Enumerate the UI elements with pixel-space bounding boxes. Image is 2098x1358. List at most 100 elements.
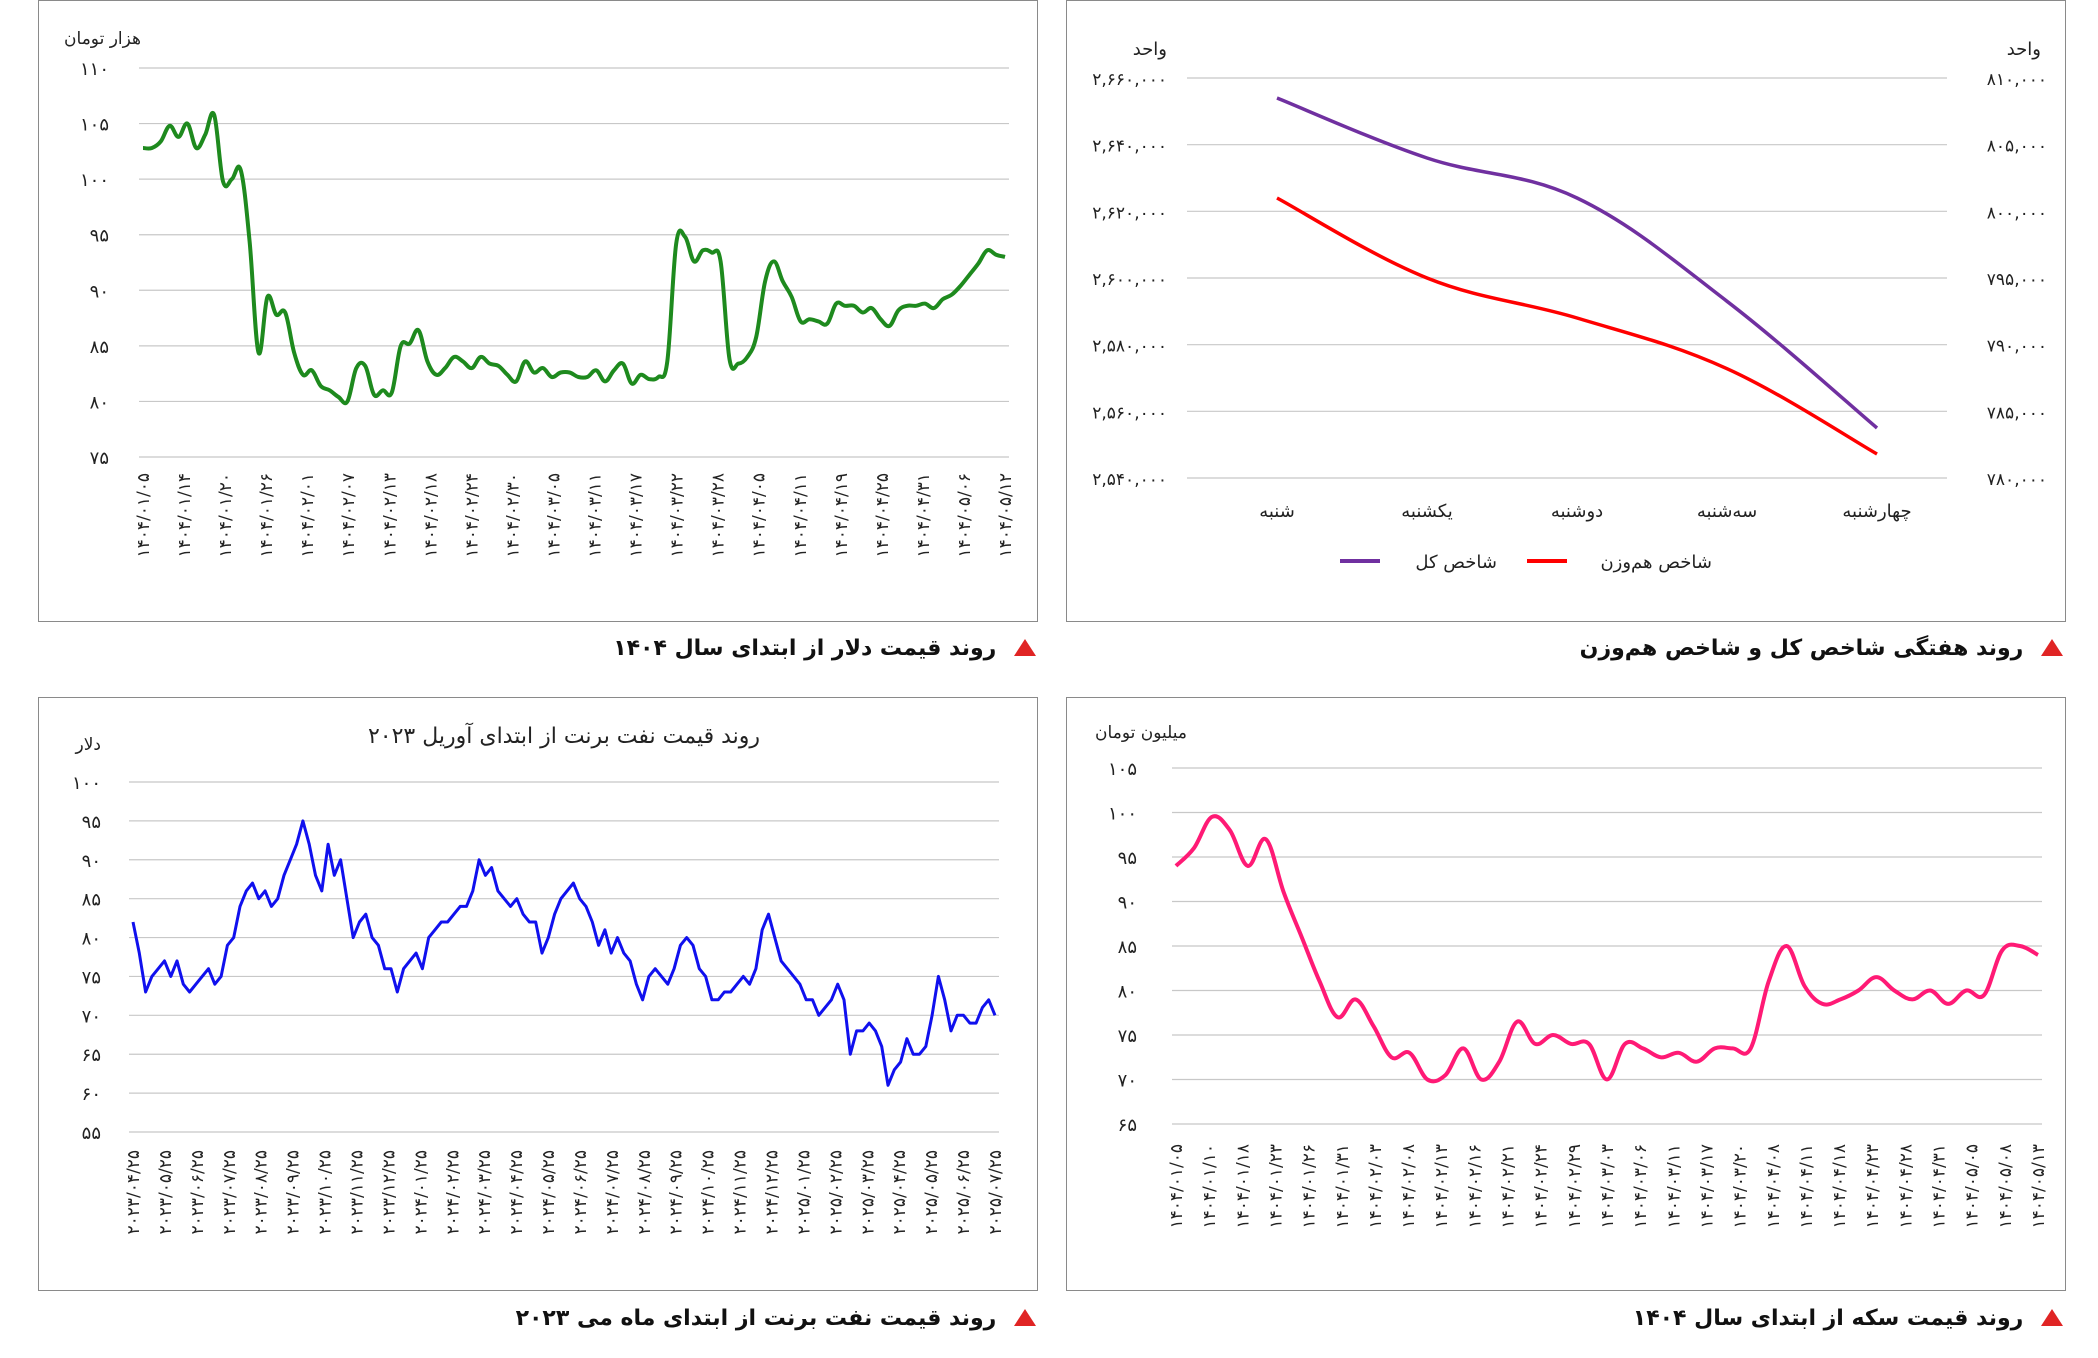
index-chart-caption: روند هفتگی شاخص کل و شاخص هم‌وزن <box>1580 636 2063 661</box>
x-tick-label: ۲۰۲۳/۰۴/۲۵ <box>124 1150 144 1235</box>
x-tick-label: ۲۰۲۴/۰۲/۲۵ <box>443 1150 463 1235</box>
chart-title: روند قیمت نفت برنت از ابتدای آوریل ۲۰۲۳ <box>368 722 760 749</box>
dollar-caption-text: روند قیمت دلار از ابتدای سال ۱۴۰۴ <box>613 636 997 661</box>
series-line <box>1174 814 2039 1084</box>
x-tick-label: ۱۴۰۴/۰۲/۳۰ <box>503 473 523 558</box>
x-tick-label: ۱۴۰۴/۰۲/۰۳ <box>1366 1144 1386 1229</box>
x-tick-label: ۲۰۲۳/۰۵/۲۵ <box>156 1150 176 1235</box>
x-tick-label: ۱۴۰۴/۰۱/۳۱ <box>1333 1144 1353 1229</box>
x-tick-label: ۱۴۰۴/۰۱/۰۵ <box>1167 1144 1187 1229</box>
coin-caption-text: روند قیمت سکه از ابتدای سال ۱۴۰۴ <box>1632 1306 2024 1331</box>
y-tick-label: ۷۰ <box>1118 1071 1137 1092</box>
y-axis-label-right: واحد <box>2007 39 2041 60</box>
y-tick-label: ۱۱۰ <box>80 59 109 80</box>
x-tick-label: دوشنبه <box>1551 501 1603 522</box>
x-tick-label: ۲۰۲۵/۰۷/۲۵ <box>986 1150 1006 1235</box>
x-tick-label: ۱۴۰۴/۰۳/۲۸ <box>709 473 729 558</box>
dollar-chart-panel: ۷۵ ۸۰ ۸۵ ۹۰ ۹۵ ۱۰۰ ۱۰۵ ۱۱۰ هزار تومان ۱۴۰۴/۰۱/۰۵ ۱… <box>38 0 1038 622</box>
x-tick-label: ۱۴۰۴/۰۱/۱۰ <box>1200 1144 1220 1229</box>
y-tick-left: ۲,۵۶۰,۰۰۰ <box>1092 403 1167 423</box>
y-tick-label: ۷۵ <box>82 967 101 988</box>
x-tick-label: ۱۴۰۴/۰۳/۱۱ <box>586 473 606 558</box>
y-tick-label: ۷۵ <box>1118 1026 1137 1047</box>
series-line-equal-weight-index <box>1276 196 1878 456</box>
y-tick-label: ۷۰ <box>82 1006 101 1027</box>
x-tick-label: ۱۴۰۴/۰۱/۲۳ <box>1266 1144 1286 1229</box>
y-tick-label: ۵۵ <box>82 1123 101 1144</box>
x-tick-label: ۱۴۰۴/۰۵/۰۵ <box>1963 1144 1983 1229</box>
y-tick-label: ۸۰ <box>1118 982 1137 1003</box>
coin-chart: ۶۵ ۷۰ ۷۵ ۸۰ ۸۵ ۹۰ ۹۵ ۱۰۰ ۱۰۵ میلیون تومان ۱۴۰۴/۰۱/… <box>1095 723 2049 1229</box>
x-tick-label: ۱۴۰۴/۰۲/۱۶ <box>1465 1144 1485 1229</box>
y-tick-label: ۸۵ <box>90 337 109 358</box>
x-tick-label: ۱۴۰۴/۰۴/۲۵ <box>873 473 893 558</box>
x-tick-label: ۲۰۲۴/۰۳/۲۵ <box>475 1150 495 1235</box>
x-tick-label: ۱۴۰۴/۰۳/۱۷ <box>1697 1144 1717 1229</box>
x-tick-label: ۱۴۰۴/۰۴/۲۸ <box>1896 1144 1916 1229</box>
series-line <box>131 819 997 1087</box>
y-tick-right: ۷۹۵,۰۰۰ <box>1987 270 2047 290</box>
x-tick-label: ۲۰۲۴/۰۱/۲۵ <box>411 1150 431 1235</box>
x-tick-label: ۲۰۲۴/۱۰/۲۵ <box>699 1150 719 1235</box>
y-tick-left: ۲,۶۶۰,۰۰۰ <box>1092 70 1167 90</box>
y-axis-label-left: واحد <box>1133 39 1167 60</box>
x-tick-label: ۲۰۲۳/۰۷/۲۵ <box>220 1150 240 1235</box>
x-tick-label: ۱۴۰۴/۰۳/۱۷ <box>627 473 647 558</box>
y-tick-label: ۹۰ <box>1118 893 1137 914</box>
x-tick-label: ۱۴۰۴/۰۲/۲۴ <box>1532 1144 1552 1229</box>
x-tick-label: ۱۴۰۴/۰۳/۰۶ <box>1631 1144 1651 1229</box>
x-tick-label: چهارشنبه <box>1842 501 1911 522</box>
y-tick-label: ۷۵ <box>90 448 109 469</box>
x-tick-label: ۱۴۰۴/۰۴/۳۱ <box>914 473 934 558</box>
y-tick-right: ۸۱۰,۰۰۰ <box>1987 70 2047 90</box>
x-tick-label: ۱۴۰۴/۰۲/۲۹ <box>1565 1144 1585 1229</box>
y-tick-label: ۸۰ <box>90 392 109 413</box>
x-tick-label: ۱۴۰۴/۰۳/۲۰ <box>1731 1144 1751 1229</box>
dollar-chart-caption: روند قیمت دلار از ابتدای سال ۱۴۰۴ <box>613 636 1036 661</box>
y-axis-label: دلار <box>75 735 101 755</box>
x-tick-label: ۲۰۲۵/۰۲/۲۵ <box>826 1150 846 1235</box>
x-tick-label: ۱۴۰۴/۰۱/۲۶ <box>257 473 277 558</box>
x-tick-label: ۱۴۰۴/۰۲/۲۱ <box>1499 1144 1519 1229</box>
y-tick-label: ۱۰۵ <box>80 115 109 136</box>
caption-marker-icon <box>1014 639 1036 656</box>
x-tick-label: ۲۰۲۴/۱۱/۲۵ <box>731 1150 751 1235</box>
x-tick-label: یکشنبه <box>1401 501 1453 522</box>
y-tick-left: ۲,۶۴۰,۰۰۰ <box>1092 137 1167 157</box>
x-tick-label: ۲۰۲۴/۰۷/۲۵ <box>603 1150 623 1235</box>
x-tick-label: ۱۴۰۴/۰۲/۰۷ <box>339 473 359 558</box>
x-tick-label: ۱۴۰۴/۰۱/۲۰ <box>216 473 236 558</box>
x-tick-label: ۱۴۰۴/۰۳/۰۵ <box>544 473 564 558</box>
x-tick-label: ۲۰۲۵/۰۶/۲۵ <box>954 1150 974 1235</box>
x-tick-label: ۱۴۰۴/۰۱/۱۸ <box>1233 1144 1253 1229</box>
y-tick-label: ۸۰ <box>82 929 101 950</box>
caption-marker-icon <box>2041 639 2063 656</box>
legend-label-total-index: شاخص کل <box>1415 552 1497 573</box>
y-tick-right: ۷۹۰,۰۰۰ <box>1987 337 2047 357</box>
series-line-total-index <box>1276 96 1879 430</box>
x-tick-label: ۱۴۰۴/۰۳/۱۱ <box>1664 1144 1684 1229</box>
y-tick-label: ۸۵ <box>82 890 101 911</box>
x-tick-label: ۱۴۰۴/۰۱/۱۴ <box>175 473 195 558</box>
x-tick-label: ۱۴۰۴/۰۲/۲۴ <box>462 473 482 558</box>
x-tick-label: ۲۰۲۳/۰۹/۲۵ <box>284 1150 304 1235</box>
x-tick-label: ۱۴۰۴/۰۵/۰۸ <box>1996 1144 2016 1229</box>
x-tick-label: ۱۴۰۴/۰۴/۱۱ <box>791 473 811 558</box>
x-tick-label: ۱۴۰۴/۰۳/۰۳ <box>1598 1144 1618 1229</box>
y-tick-left: ۲,۶۲۰,۰۰۰ <box>1092 203 1167 223</box>
brent-chart-panel: ۵۵ ۶۰ ۶۵ ۷۰ ۷۵ ۸۰ ۸۵ ۹۰ ۹۵ ۱۰۰ دلار روند قیمت نفت ب… <box>38 697 1038 1291</box>
x-tick-label: ۲۰۲۴/۰۶/۲۵ <box>571 1150 591 1235</box>
x-tick-label: ۱۴۰۴/۰۴/۳۱ <box>1930 1144 1950 1229</box>
x-tick-label: ۱۴۰۴/۰۴/۰۵ <box>750 473 770 558</box>
x-tick-label: ۱۴۰۴/۰۲/۰۸ <box>1399 1144 1419 1229</box>
y-axis-label: میلیون تومان <box>1095 723 1187 743</box>
y-tick-label: ۱۰۵ <box>1108 759 1137 780</box>
y-tick-label: ۹۵ <box>82 812 101 833</box>
x-tick-label: ۱۴۰۴/۰۲/۱۸ <box>421 473 441 558</box>
x-tick-label: سه‌شنبه <box>1697 501 1757 522</box>
x-tick-label: ۲۰۲۳/۱۲/۲۵ <box>379 1150 399 1235</box>
y-tick-label: ۹۵ <box>90 226 109 247</box>
x-tick-label: ۱۴۰۴/۰۵/۱۳ <box>2029 1144 2049 1229</box>
caption-marker-icon <box>1014 1309 1036 1326</box>
x-tick-label: ۱۴۰۴/۰۲/۱۳ <box>380 473 400 558</box>
